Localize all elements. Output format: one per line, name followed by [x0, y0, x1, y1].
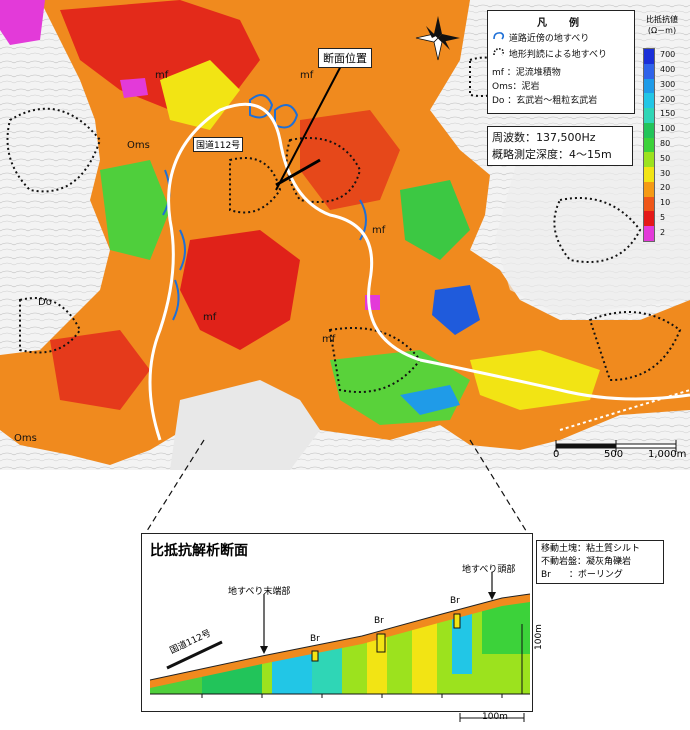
map-zone-blank-south — [170, 380, 320, 470]
legend-item-mf: mf ：泥流堆積物 — [492, 68, 561, 78]
horizontal-scale-bar — [459, 713, 525, 722]
map-zone-green-west — [100, 160, 170, 260]
map-zone-magenta-2 — [120, 78, 148, 98]
legend-item-terrain-landslide: 地形判読による地すべり — [492, 47, 607, 60]
dotted-landslide-icon — [493, 48, 505, 56]
head-label: 地すべり頭部 — [462, 565, 516, 575]
colorbar-tick-label: 50 — [660, 153, 671, 163]
map-zone-blue-1 — [432, 285, 480, 335]
section-title: 比抵抗解析断面 — [150, 543, 248, 559]
blue-landslide-icon — [493, 32, 505, 40]
horizontal-scale-label: 100m — [482, 712, 508, 722]
section-line-mark — [275, 158, 321, 187]
survey-info: 周波数：137,500Hz 概略測定深度：4～15m — [487, 126, 633, 166]
colorbar-segment — [644, 78, 654, 94]
map-zone-magenta-1 — [0, 0, 45, 45]
section-legend: 移動土塊：粘土質シルト 不動岩盤：凝灰角礫岩 Br ：ボーリング — [536, 540, 664, 584]
map-zone-yellow-1 — [160, 60, 240, 130]
scale-bar — [555, 440, 677, 452]
legend-item-do: Do ：玄武岩～粗粒玄武岩 — [492, 96, 598, 106]
geology-label: mf — [322, 334, 336, 345]
colorbar-title: 比抵抗値 (Ω－m) — [646, 15, 678, 35]
boring-label: Br — [450, 596, 460, 606]
colorbar-segment — [644, 93, 654, 109]
geology-label: mf — [155, 70, 169, 81]
legend-item-oms: Oms：泥岩 — [492, 82, 540, 92]
colorbar-tick-label: 200 — [660, 94, 676, 104]
map-zone-green-east — [400, 180, 470, 260]
map-zone-red-center — [180, 230, 300, 350]
colorbar-tick-label: 100 — [660, 124, 676, 134]
north-arrow-icon — [415, 16, 460, 61]
toe-label: 地すべり末端部 — [228, 587, 291, 597]
colorbar-segment — [644, 108, 654, 123]
section-line — [275, 61, 344, 191]
map-zone-blank-east — [495, 150, 690, 315]
section-legend-row: 移動土塊：粘土質シルト — [541, 544, 641, 554]
colorbar-tick-label: 20 — [660, 183, 671, 193]
colorbar-segment — [644, 181, 654, 197]
road-dotted-east — [559, 389, 690, 431]
colorbar-tick-label: 400 — [660, 65, 676, 75]
vertical-scale-label: 100m — [534, 624, 544, 650]
colorbar-tick-label: 10 — [660, 198, 671, 208]
legend-item-road-landslide: 道路近傍の地すべり — [492, 31, 589, 44]
map-legend: 凡 例 道路近傍の地すべり 地形判読による地すべり mf ：泥流堆積物 Oms：… — [487, 10, 635, 114]
colorbar-segment — [644, 152, 654, 168]
geology-label: Do — [38, 297, 52, 308]
section-legend-row: Br ：ボーリング — [541, 570, 623, 580]
geology-label: Oms — [127, 140, 150, 151]
map-zone-yellow-south — [470, 350, 600, 410]
scale-tick-label: 1,000m — [648, 449, 687, 460]
colorbar-tick-label: 30 — [660, 168, 671, 178]
frequency-text: 周波数：137,500Hz — [492, 131, 596, 144]
colorbar-segment — [644, 122, 654, 138]
section-position-label: 断面位置 — [318, 48, 372, 68]
road-national-112 — [148, 102, 690, 441]
legend-title: 凡 例 — [537, 18, 585, 29]
colorbar-segment — [644, 137, 654, 153]
boring-markers — [311, 613, 461, 662]
colorbar-segment — [644, 49, 654, 64]
colorbar-tick-label: 150 — [660, 109, 676, 119]
scale-tick-label: 500 — [604, 449, 624, 460]
geology-label: mf — [300, 70, 314, 81]
map-zone-red-south — [50, 330, 150, 410]
colorbar-tick-label: 80 — [660, 139, 671, 148]
colorbar-tick-label: 300 — [660, 79, 676, 89]
colorbar-tick-label: 2 — [660, 227, 666, 237]
section-canvas — [149, 572, 531, 698]
colorbar-segment — [644, 167, 654, 182]
map-zone-red-east — [300, 110, 400, 210]
road-label: 国道112号 — [193, 137, 244, 152]
colorbar — [643, 48, 655, 242]
colorbar-tick-label: 5 — [660, 212, 666, 222]
geology-label: mf — [372, 225, 386, 236]
map-zone-blue-2 — [400, 385, 460, 415]
scale-tick-label: 0 — [553, 449, 560, 460]
colorbar-tick-label: 700 — [660, 50, 676, 60]
colorbar-segment — [644, 63, 654, 79]
geology-label: mf — [203, 312, 217, 323]
colorbar-segment — [644, 211, 654, 227]
colorbar-segment — [644, 226, 654, 241]
geology-label: Oms — [14, 433, 37, 444]
section-legend-row: 不動岩盤：凝灰角礫岩 — [541, 557, 632, 567]
colorbar-segment — [644, 196, 654, 212]
boring-label: Br — [374, 616, 384, 626]
resistivity-section-panel: 比抵抗解析断面 — [141, 533, 533, 712]
depth-text: 概略測定深度：4～15m — [492, 148, 612, 161]
boring-label: Br — [310, 634, 320, 644]
